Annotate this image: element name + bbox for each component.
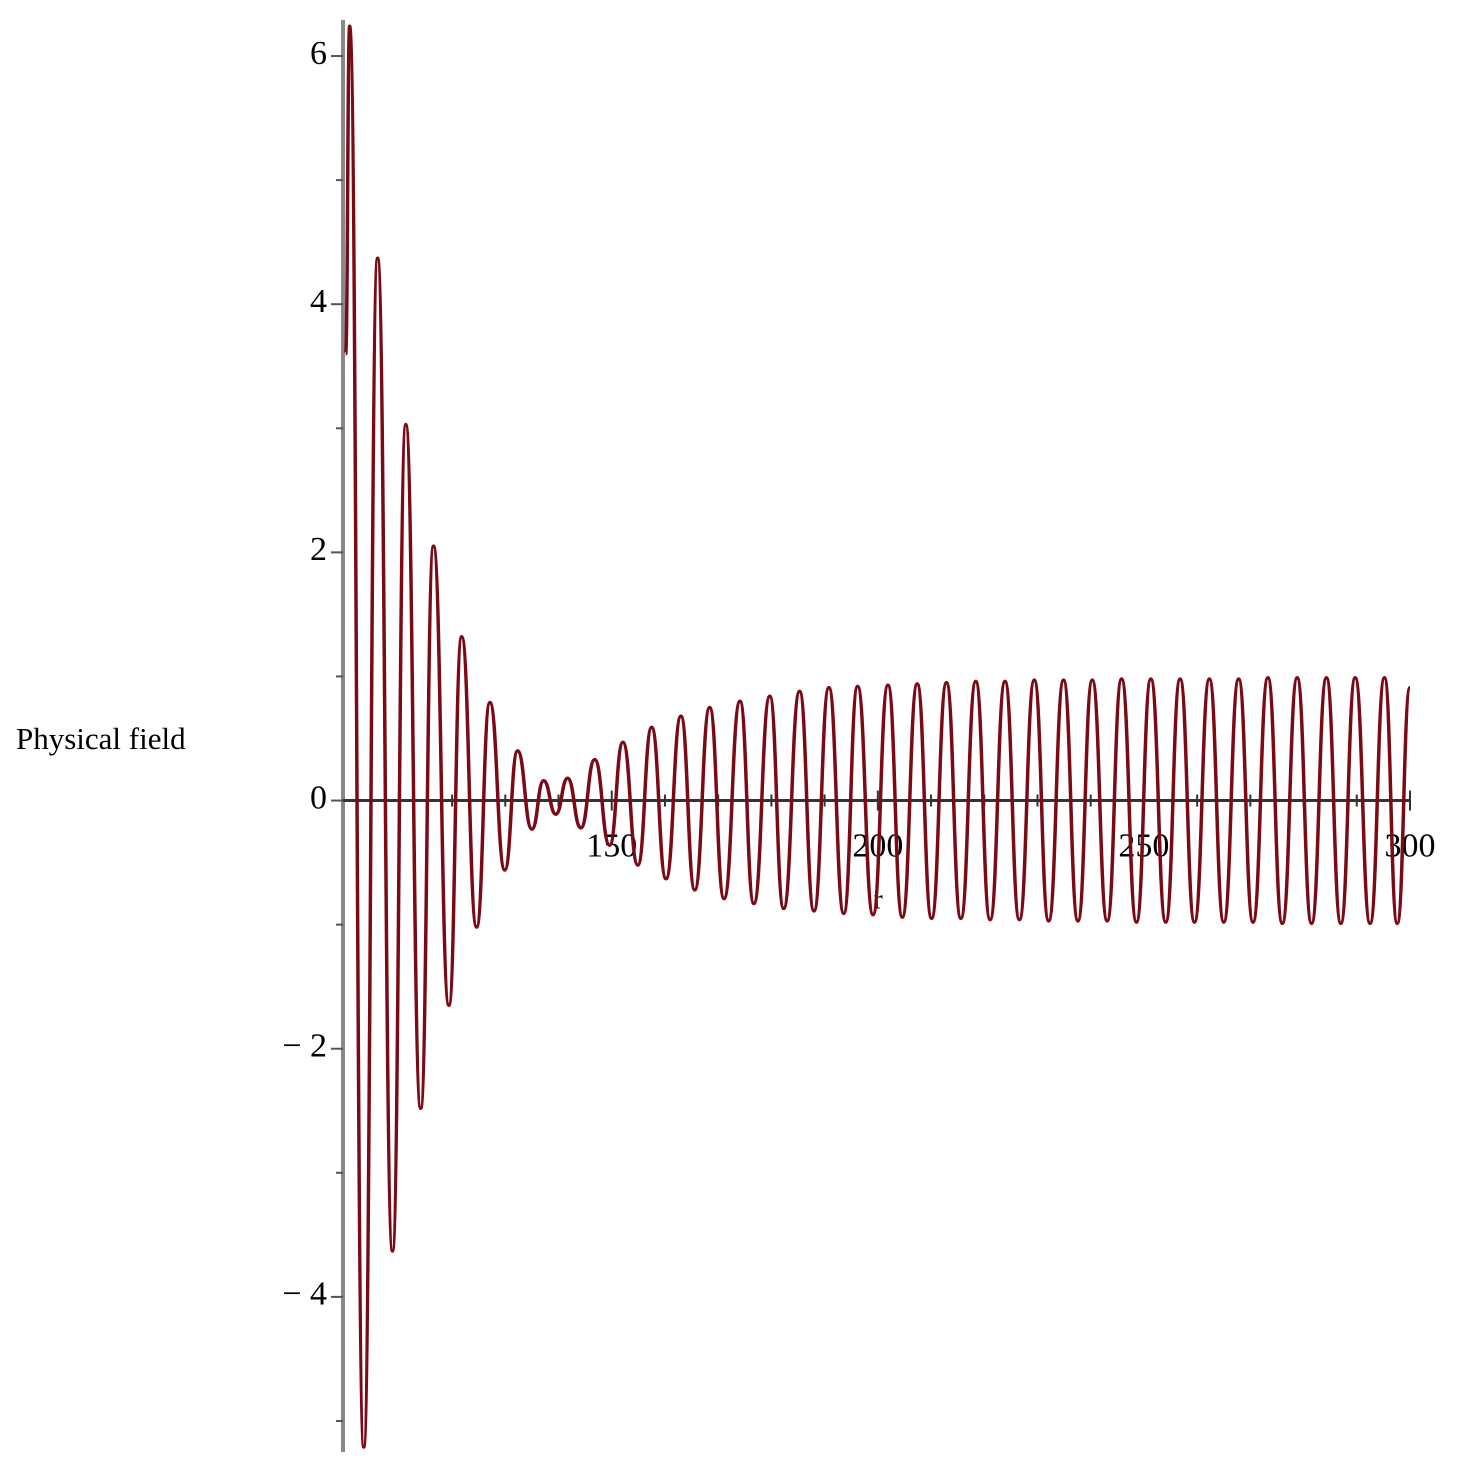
y-tick-label: − 2 xyxy=(282,1028,327,1065)
y-tick-label: − 4 xyxy=(282,1276,327,1313)
x-axis-label: r xyxy=(873,884,883,915)
y-tick-label: 6 xyxy=(310,35,327,72)
y-tick-label: 2 xyxy=(310,531,327,568)
y-axis-label: Physical field xyxy=(16,721,186,756)
y-tick-label: 0 xyxy=(310,779,327,816)
data-line xyxy=(343,24,1412,1449)
y-tick-label: 4 xyxy=(310,283,327,320)
